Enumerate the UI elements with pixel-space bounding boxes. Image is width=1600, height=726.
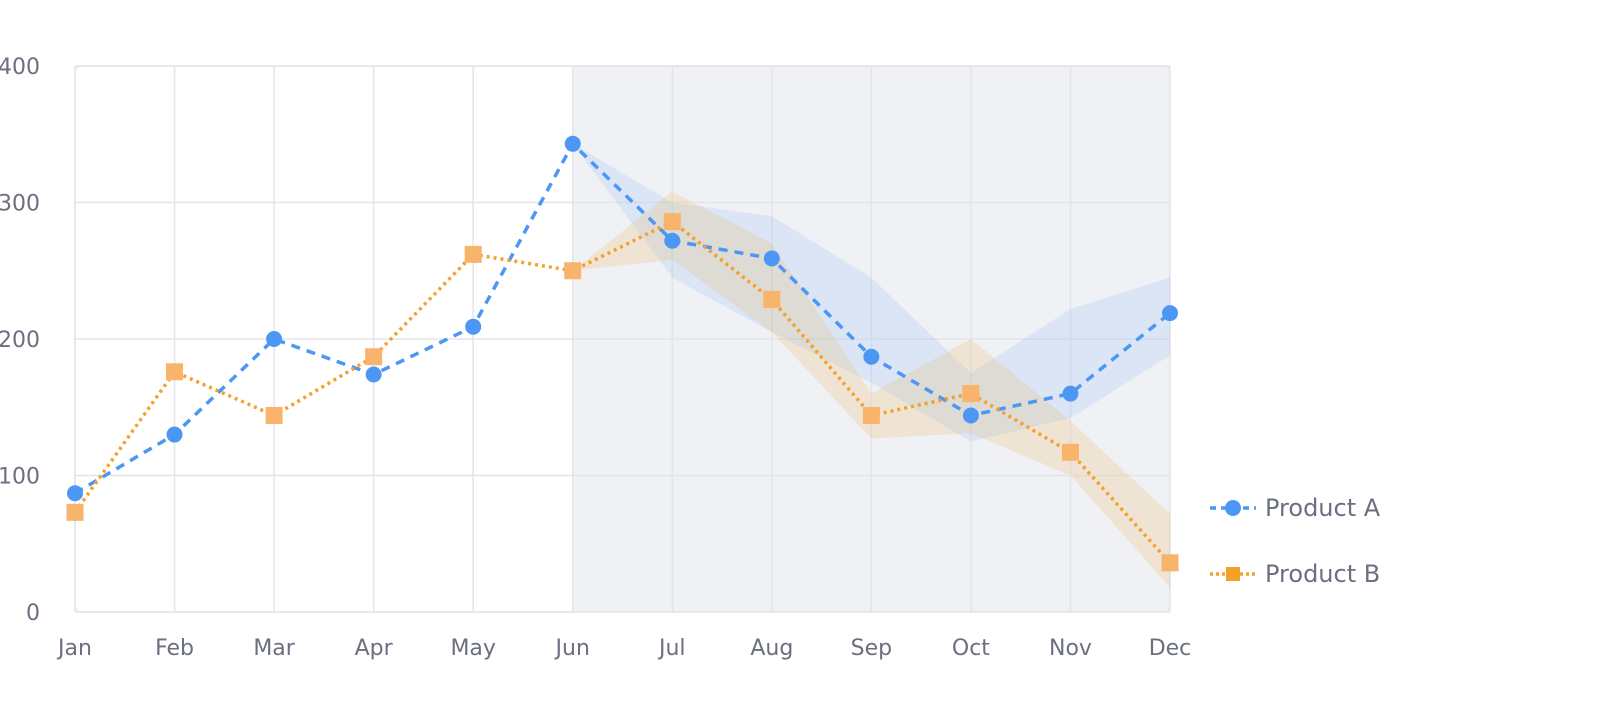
band-product-b	[572, 191, 1170, 588]
x-tick-label: May	[450, 636, 495, 661]
x-tick-label: Jan	[56, 636, 92, 661]
point-product-a	[1062, 385, 1079, 402]
point-product-b	[365, 348, 383, 366]
x-tick-label: Mar	[253, 636, 295, 661]
y-tick-label: 300	[0, 192, 40, 217]
series-markers	[66, 135, 1179, 572]
point-product-b	[663, 213, 681, 231]
point-product-a	[365, 366, 382, 383]
x-tick-label: Dec	[1149, 636, 1192, 661]
point-product-b	[564, 262, 582, 280]
x-tick-label: Aug	[750, 636, 793, 661]
confidence-bands	[572, 143, 1170, 588]
x-tick-label: Oct	[952, 636, 990, 661]
point-product-a	[763, 250, 780, 267]
y-tick-label: 100	[0, 465, 40, 490]
point-product-a	[266, 331, 283, 347]
line-product-a	[74, 142, 1172, 495]
point-product-a	[863, 348, 880, 365]
legend-marker-product-b	[1226, 567, 1240, 581]
point-product-a	[1162, 305, 1178, 322]
point-product-a	[67, 485, 83, 502]
series-lines	[73, 142, 1172, 565]
point-product-b	[66, 503, 84, 521]
line-product-b	[73, 219, 1172, 565]
y-axis: 0 100 200 300 400	[0, 55, 40, 626]
y-tick-label: 400	[0, 55, 40, 80]
y-tick-label: 200	[0, 328, 40, 353]
legend-marker-product-a	[1225, 500, 1241, 516]
band-product-a	[572, 143, 1170, 442]
point-product-b	[265, 406, 283, 424]
legend-label-product-a: Product A	[1265, 494, 1381, 522]
point-product-a	[564, 135, 581, 152]
point-product-b	[763, 290, 781, 308]
point-product-a	[166, 426, 183, 443]
legend-label-product-b: Product B	[1265, 560, 1380, 588]
point-product-b	[1061, 443, 1079, 461]
plot-border	[74, 65, 1171, 613]
point-product-b	[1161, 554, 1179, 572]
point-product-a	[962, 407, 979, 424]
point-product-a	[664, 232, 681, 249]
x-tick-label: Nov	[1049, 636, 1092, 661]
point-product-a	[465, 318, 482, 335]
x-tick-label: Apr	[355, 636, 394, 661]
point-product-b	[464, 245, 482, 263]
x-tick-label: Feb	[155, 636, 194, 661]
x-axis: Jan Feb Mar Apr May Jun Jul Aug Sep Oct Nov Dec	[56, 636, 1191, 661]
y-tick-label: 0	[26, 601, 40, 626]
point-product-b	[962, 385, 980, 403]
point-product-b	[166, 363, 184, 381]
x-tick-label: Sep	[851, 636, 892, 661]
point-product-b	[862, 406, 880, 424]
legend: Product A Product B	[1210, 494, 1381, 588]
x-tick-label: Jul	[657, 636, 686, 661]
x-tick-label: Jun	[554, 636, 590, 661]
